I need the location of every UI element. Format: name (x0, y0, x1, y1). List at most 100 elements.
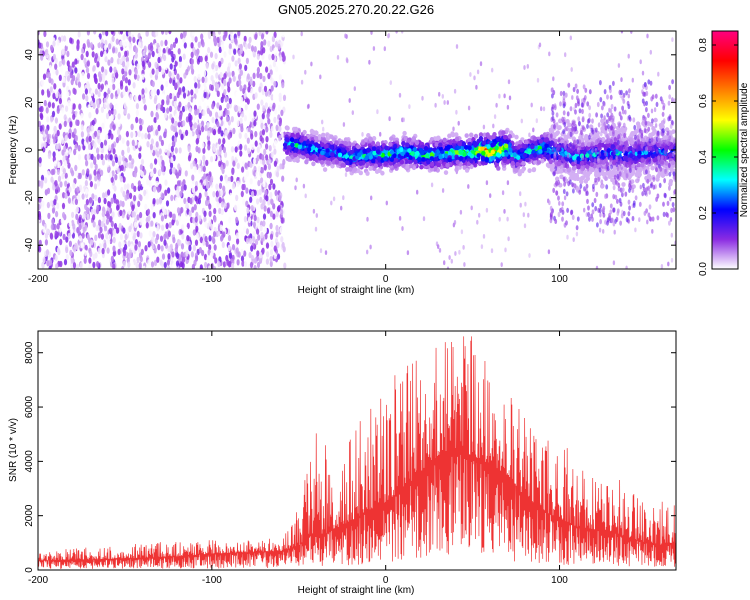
heatmap-cell (236, 238, 240, 245)
heatmap-cell (595, 265, 599, 269)
heatmap-cell (100, 153, 104, 161)
heatmap-cell (174, 246, 178, 253)
heatmap-cell (113, 185, 117, 192)
heatmap-cell (256, 154, 260, 162)
heatmap-cell (476, 69, 480, 75)
heatmap-cell (91, 193, 95, 200)
heatmap-cell (110, 176, 114, 183)
heatmap-cell (165, 80, 169, 88)
heatmap-cell (145, 193, 149, 200)
heatmap-cell (161, 192, 165, 200)
heatmap-cell (183, 42, 187, 49)
heatmap-cell (613, 229, 616, 235)
heatmap-cell (182, 256, 186, 263)
heatmap-cell (264, 102, 268, 109)
heatmap-cell (89, 180, 93, 188)
heatmap-cell (46, 260, 50, 267)
heatmap-cell (503, 93, 506, 99)
heatmap-cell (639, 59, 642, 65)
heatmap-cell (453, 220, 457, 225)
heatmap-cell (177, 163, 181, 170)
heatmap-cell (226, 66, 231, 73)
heatmap-cell (437, 244, 440, 250)
heatmap-cell (94, 130, 98, 138)
heatmap-cell (182, 53, 186, 60)
heatmap-cell (117, 113, 121, 120)
heatmap-cell (201, 76, 205, 84)
heatmap-cell (119, 200, 123, 207)
heatmap-cell (132, 131, 136, 138)
heatmap-cell (194, 239, 199, 246)
heatmap-cell (164, 208, 168, 216)
heatmap-cell (244, 64, 248, 72)
heatmap-cell (115, 103, 119, 111)
heatmap-cell (252, 80, 256, 88)
heatmap-cell (256, 228, 260, 235)
heatmap-cell (58, 226, 63, 233)
heatmap-cell (260, 167, 265, 174)
heatmap-cell (109, 66, 113, 73)
heatmap-cell (50, 44, 54, 52)
heatmap-cell (226, 259, 230, 266)
heatmap-cell (253, 214, 257, 222)
heatmap-cell (170, 156, 174, 164)
heatmap-cell (256, 53, 260, 60)
heatmap-cell (220, 189, 224, 197)
heatmap-cell (295, 177, 298, 183)
heatmap-cell (322, 126, 325, 132)
heatmap-cell (86, 72, 91, 80)
heatmap-cell (129, 192, 133, 199)
heatmap-cell (249, 161, 253, 168)
heatmap-cell (249, 178, 253, 185)
heatmap-cell (266, 251, 270, 258)
heatmap-cell (47, 212, 51, 220)
heatmap-cell (274, 41, 278, 48)
heatmap-cell (213, 36, 217, 44)
heatmap-cell (175, 55, 179, 62)
heatmap-cell (150, 170, 154, 177)
heatmap-cell (575, 231, 579, 237)
heatmap-cell (191, 174, 195, 181)
heatmap-cell (139, 211, 143, 219)
heatmap-cell (503, 209, 506, 214)
heatmap-cell (97, 129, 101, 137)
heatmap-cell (660, 264, 664, 269)
heatmap-cell (72, 262, 77, 269)
heatmap-cell (153, 247, 157, 254)
heatmap-cell (212, 153, 217, 161)
heatmap-cell (51, 218, 55, 225)
heatmap-cell (369, 244, 372, 250)
heatmap-cell (180, 32, 184, 40)
heatmap-cell (211, 79, 216, 87)
heatmap-cell (269, 255, 273, 263)
heatmap-cell (173, 100, 177, 108)
heatmap-cell (92, 261, 96, 269)
heatmap-cell (139, 169, 143, 177)
heatmap-cell (238, 74, 242, 81)
heatmap-cell (247, 86, 251, 93)
heatmap-cell (114, 164, 118, 171)
heatmap-cell (101, 66, 105, 73)
heatmap-cell (265, 126, 269, 133)
heatmap-cell (84, 88, 88, 95)
heatmap-cell (41, 262, 45, 269)
heatmap-cell (88, 112, 92, 119)
heatmap-cell (115, 136, 119, 144)
heatmap-cell (219, 72, 223, 79)
heatmap-cell (265, 195, 269, 202)
heatmap-cell (268, 183, 272, 191)
heatmap-cell (67, 99, 71, 107)
heatmap-cell (204, 221, 208, 228)
heatmap-cell (93, 183, 98, 190)
heatmap-cell (160, 104, 164, 111)
heatmap-cell (163, 233, 167, 241)
heatmap-cell (156, 186, 161, 193)
heatmap-cell (376, 109, 379, 115)
heatmap-cell (368, 59, 371, 65)
heatmap-cell (40, 113, 44, 121)
heatmap-cell (238, 79, 242, 86)
heatmap-cell (252, 157, 256, 165)
heatmap-cell (137, 200, 141, 208)
heatmap-cell (227, 133, 231, 140)
heatmap-cell (498, 93, 501, 99)
